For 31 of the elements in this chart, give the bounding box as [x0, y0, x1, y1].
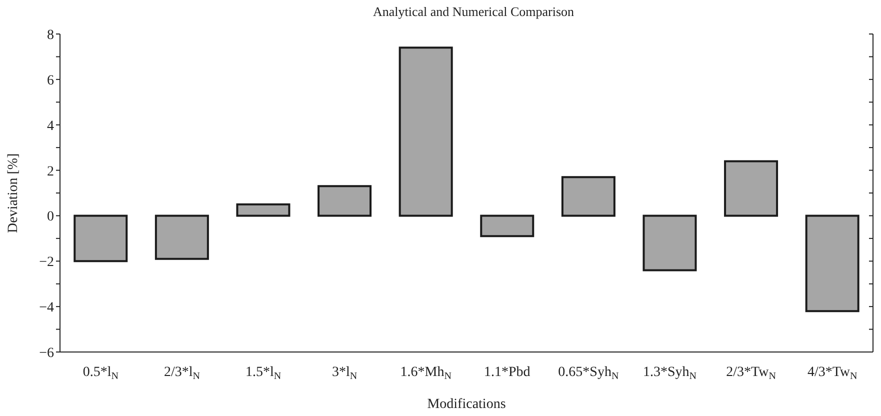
bar [74, 214, 128, 262]
y-tick-label: 8 [47, 28, 54, 43]
y-tick-label: 0 [47, 210, 54, 225]
y-tick-label: 6 [47, 73, 54, 88]
bar [480, 214, 534, 238]
bar [724, 160, 778, 217]
bar [398, 46, 453, 217]
bar [154, 214, 209, 260]
bar [236, 203, 290, 217]
bar [318, 185, 372, 217]
x-tick-label: 0.5*l$_{N}$ [82, 365, 118, 382]
x-tick-label: 4/3*Tw$_{N}$ [807, 365, 858, 382]
bar [805, 214, 860, 312]
y-tick-label: −6 [39, 346, 54, 361]
bar [642, 214, 697, 272]
y-tick-label: −4 [39, 300, 54, 316]
x-tick-label: 1.1*Pbd [484, 365, 530, 380]
y-tick-label: 4 [47, 118, 54, 134]
x-tick-label: 0.65*Syh$_{N}$ [558, 365, 619, 382]
x-tick-label: 3*l$_{N}$ [332, 365, 358, 382]
y-axis-title: Deviation [%] [6, 153, 21, 233]
x-tick-label: 1.6*Mh$_{N}$ [400, 365, 452, 382]
chart-title: Analytical and Numerical Comparison [372, 4, 576, 20]
y-tick-label: 2 [47, 164, 54, 180]
x-axis-title: Modifications [427, 397, 506, 412]
y-tick-label: −2 [39, 255, 54, 270]
x-tick-label: 2/3*Tw$_{N}$ [726, 365, 776, 382]
x-tick-label: 2/3*l$_{N}$ [164, 365, 200, 382]
x-tick-label: 1.5*l$_{N}$ [245, 365, 282, 382]
bar [561, 176, 616, 217]
x-tick-label: 1.3*Syh$_{N}$ [642, 365, 697, 382]
